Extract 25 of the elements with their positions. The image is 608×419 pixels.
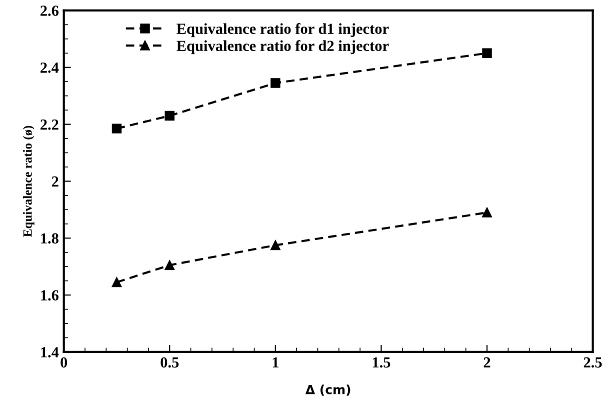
x-tick-label: 0 <box>60 357 68 368</box>
legend-label: Equivalence ratio for d1 injector <box>176 23 389 38</box>
legend-label: Equivalence ratio for d2 injector <box>176 40 389 54</box>
x-tick-label: 1 <box>272 357 278 368</box>
y-tick-label: 1.6 <box>41 290 59 301</box>
point <box>112 277 122 288</box>
point <box>112 124 122 134</box>
x-tick-label: 2.5 <box>584 357 602 368</box>
y-tick-label: 2.6 <box>40 6 59 16</box>
y-tick-label: 1.8 <box>41 233 58 244</box>
point <box>482 208 492 218</box>
y-tick-label: 2.2 <box>40 119 58 130</box>
point <box>270 78 280 88</box>
y-axis-title: Equivalence ratio (ø) <box>22 126 34 237</box>
y-tick-label: 2.4 <box>40 62 59 73</box>
point <box>270 240 280 250</box>
y-tick-label: 2 <box>52 176 58 187</box>
point <box>164 260 174 270</box>
x-tick-label: 2 <box>484 357 490 368</box>
x-tick-label: 0.5 <box>160 357 179 368</box>
y-tick-label: 1.4 <box>41 347 59 358</box>
point <box>164 110 174 121</box>
x-tick-label: 1.5 <box>372 357 390 368</box>
x-axis-title: Δ (cm) <box>305 384 350 396</box>
point <box>482 48 492 58</box>
